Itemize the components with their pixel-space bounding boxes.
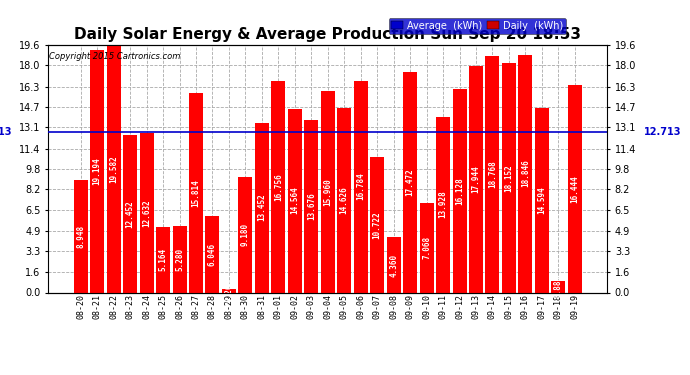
Text: 10.722: 10.722 [373,211,382,238]
Bar [172,226,186,292]
Text: 15.960: 15.960 [323,178,333,206]
Bar [502,63,516,292]
Bar [107,45,121,292]
Text: 19.582: 19.582 [109,155,118,183]
Bar [288,109,302,292]
Bar [420,203,433,292]
Text: 18.846: 18.846 [521,160,530,188]
Text: 12.632: 12.632 [142,199,151,226]
Bar [239,177,253,292]
Bar [189,93,203,292]
Title: Daily Solar Energy & Average Production Sun Sep 20 18:53: Daily Solar Energy & Average Production … [75,27,581,42]
Text: 18.768: 18.768 [488,160,497,188]
Bar [321,91,335,292]
Text: 12.713: 12.713 [644,127,681,137]
Text: 15.814: 15.814 [192,179,201,207]
Text: 0.884: 0.884 [554,275,563,298]
Bar [255,123,269,292]
Text: 9.180: 9.180 [241,223,250,246]
Text: 12.713: 12.713 [0,127,12,137]
Text: 19.194: 19.194 [92,158,101,185]
Bar [403,72,417,292]
Bar [568,85,582,292]
Bar [370,157,384,292]
Text: 0.268: 0.268 [224,279,233,302]
Bar [535,108,549,292]
Bar [469,66,483,292]
Text: 16.784: 16.784 [356,172,365,200]
Bar [436,117,450,292]
Bar [386,237,401,292]
Text: 17.472: 17.472 [406,168,415,196]
Bar [222,289,236,292]
Text: 5.164: 5.164 [159,248,168,272]
Bar [156,227,170,292]
Bar [354,81,368,292]
Bar [518,54,533,292]
Text: 12.452: 12.452 [126,200,135,228]
Text: 16.756: 16.756 [274,173,283,201]
Bar [271,81,286,292]
Text: 5.280: 5.280 [175,248,184,271]
Text: 16.128: 16.128 [455,177,464,204]
Legend: Average  (kWh), Daily  (kWh): Average (kWh), Daily (kWh) [388,18,566,33]
Text: 14.626: 14.626 [339,186,348,214]
Text: 13.928: 13.928 [439,190,448,218]
Text: 8.948: 8.948 [76,225,85,248]
Bar [486,56,500,292]
Text: 13.676: 13.676 [307,192,316,220]
Bar [139,133,154,292]
Bar [74,180,88,292]
Bar [123,135,137,292]
Text: 18.152: 18.152 [504,164,513,192]
Text: 13.452: 13.452 [257,194,266,222]
Bar [337,108,351,292]
Bar [453,89,466,292]
Text: 4.360: 4.360 [389,254,398,276]
Bar [206,216,219,292]
Bar [304,120,318,292]
Text: 14.594: 14.594 [538,186,546,214]
Text: 6.046: 6.046 [208,243,217,266]
Text: 14.564: 14.564 [290,187,299,214]
Text: 16.444: 16.444 [571,175,580,202]
Bar [90,50,104,292]
Bar [551,281,565,292]
Text: Copyright 2015 Cartronics.com: Copyright 2015 Cartronics.com [50,53,181,62]
Text: 7.068: 7.068 [422,236,431,260]
Text: 17.944: 17.944 [471,165,480,193]
